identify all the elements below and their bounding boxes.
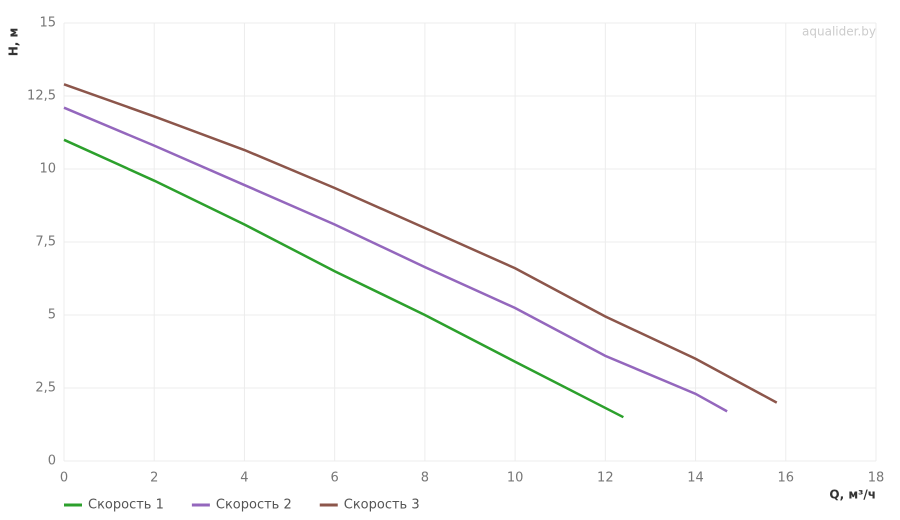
x-tick-label: 12 xyxy=(597,471,614,486)
y-tick-label: 2,5 xyxy=(35,381,56,396)
x-tick-label: 6 xyxy=(331,471,339,486)
y-tick-label: 5 xyxy=(48,308,56,323)
y-axis-label: Н, м xyxy=(7,28,21,57)
x-tick-label: 0 xyxy=(60,471,68,486)
x-tick-label: 8 xyxy=(421,471,429,486)
x-tick-label: 16 xyxy=(778,471,795,486)
y-tick-label: 12,5 xyxy=(27,89,56,104)
y-tick-label: 10 xyxy=(39,162,56,177)
legend-label: Скорость 1 xyxy=(88,498,164,513)
x-tick-label: 4 xyxy=(240,471,248,486)
watermark: aqualider.by xyxy=(802,25,876,39)
series-line xyxy=(63,138,624,419)
x-tick-label: 18 xyxy=(868,471,885,486)
x-tick-label: 10 xyxy=(507,471,524,486)
x-tick-label: 14 xyxy=(687,471,704,486)
x-tick-label: 2 xyxy=(150,471,158,486)
y-tick-label: 0 xyxy=(48,454,56,469)
x-axis-label: Q, м³/ч xyxy=(829,488,876,502)
series-line xyxy=(63,83,778,404)
legend-label: Скорость 3 xyxy=(344,498,420,513)
y-tick-label: 7,5 xyxy=(35,235,56,250)
legend-label: Скорость 2 xyxy=(216,498,292,513)
y-tick-label: 15 xyxy=(39,16,56,31)
series-line xyxy=(63,106,728,413)
